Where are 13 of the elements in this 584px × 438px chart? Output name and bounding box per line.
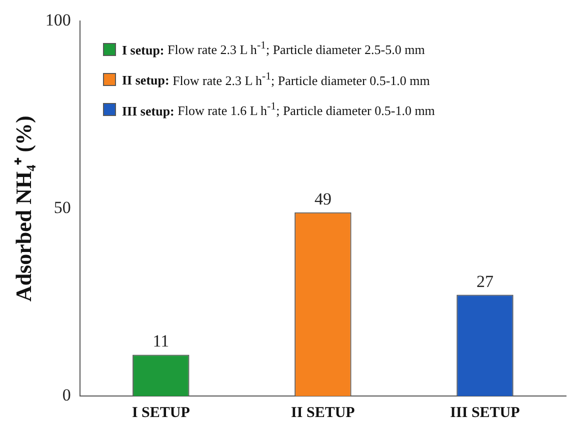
x-tick-label: III SETUP bbox=[450, 404, 520, 421]
data-label: 27 bbox=[476, 272, 494, 291]
x-tick-label: II SETUP bbox=[291, 404, 355, 421]
x-tick-label: I SETUP bbox=[132, 404, 190, 421]
y-tick-label: 100 bbox=[45, 10, 71, 30]
legend-label: III setup: Flow rate 1.6 L h$^{-1}$; Particle diameter 0.5-1.0 mm bbox=[122, 100, 435, 118]
y-axis-title: Adsorbed NH₄⁺ (%) bbox=[10, 116, 36, 302]
y-tick-label: 50 bbox=[54, 198, 71, 218]
legend-label: I setup: Flow rate 2.3 L h$^{-1}$; Particle diameter 2.5-5.0 mm bbox=[122, 40, 425, 58]
legend-label: II setup: Flow rate 2.3 L h$^{-1}$; Particle diameter 0.5-1.0 mm bbox=[122, 70, 430, 88]
data-label: 49 bbox=[314, 189, 332, 208]
data-label: 11 bbox=[152, 332, 170, 351]
y-tick-label: 0 bbox=[62, 385, 71, 404]
